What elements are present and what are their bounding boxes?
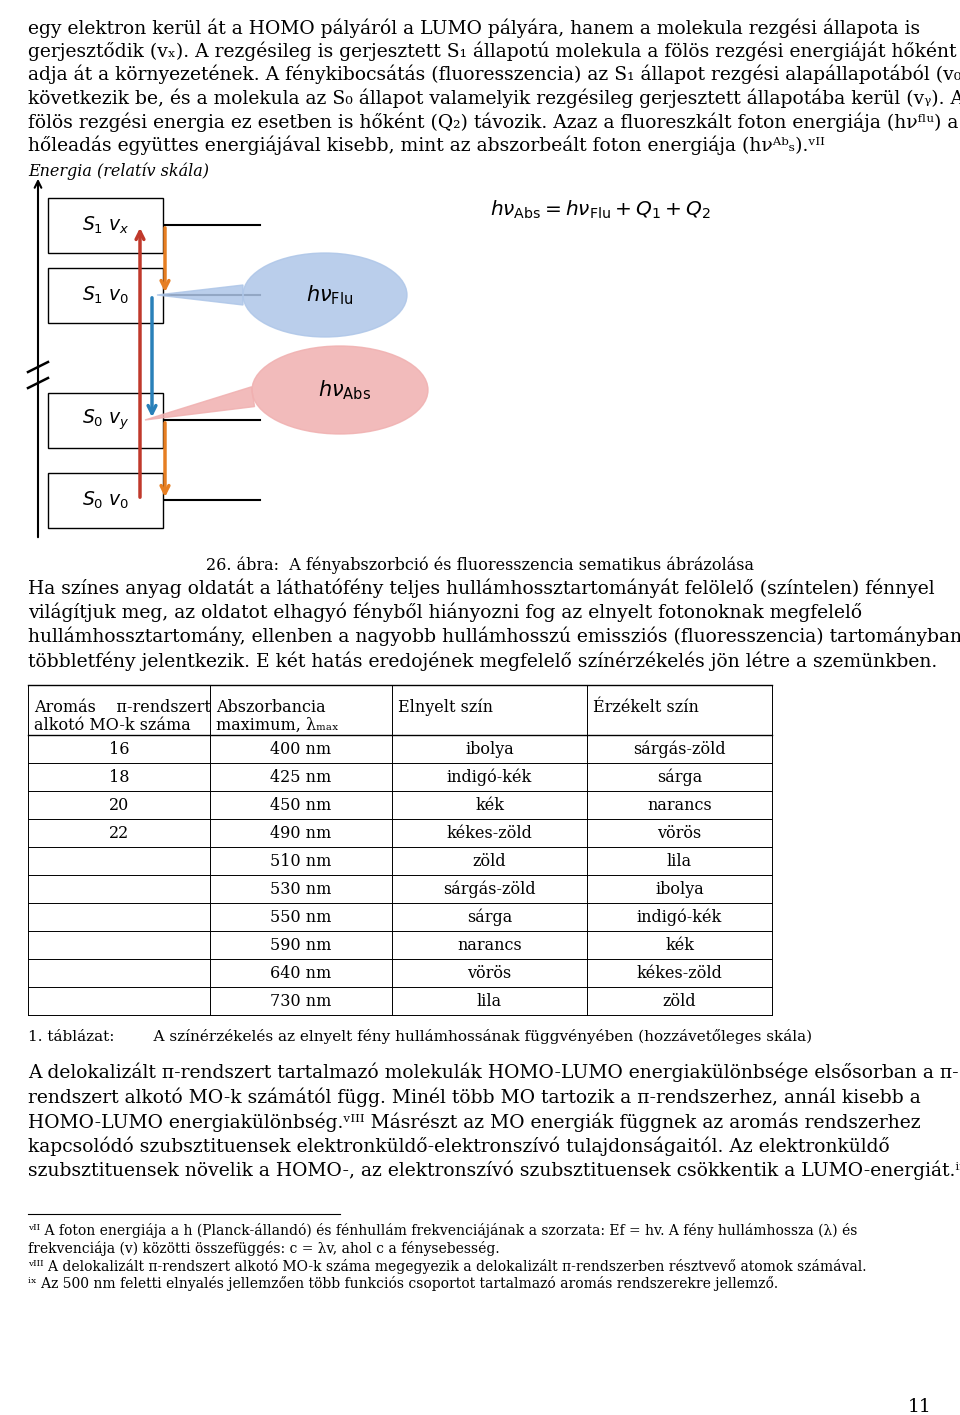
Text: következik be, és a molekula az S₀ állapot valamelyik rezgésileg gerjesztett áll: következik be, és a molekula az S₀ állap… xyxy=(28,89,960,108)
Text: adja át a környezetének. A fénykibocsátás (fluoresszencia) az S₁ állapot rezgési: adja át a környezetének. A fénykibocsátá… xyxy=(28,65,960,85)
Text: Aromás    π-rendszert: Aromás π-rendszert xyxy=(34,699,211,716)
Text: 450 nm: 450 nm xyxy=(271,797,331,814)
FancyBboxPatch shape xyxy=(48,473,163,528)
Text: vörös: vörös xyxy=(658,825,702,842)
Text: lila: lila xyxy=(667,852,692,869)
Text: ᵛᴵᴵᴵ A delokalizált π-rendszert alkotó MO-k száma megegyezik a delokalizált π-re: ᵛᴵᴵᴵ A delokalizált π-rendszert alkotó M… xyxy=(28,1258,867,1274)
Text: 590 nm: 590 nm xyxy=(271,937,332,954)
FancyBboxPatch shape xyxy=(48,392,163,447)
Bar xyxy=(28,685,772,1015)
Text: Energia (relatív skála): Energia (relatív skála) xyxy=(28,163,209,181)
FancyBboxPatch shape xyxy=(48,198,163,252)
Text: 11: 11 xyxy=(908,1398,932,1415)
FancyBboxPatch shape xyxy=(48,267,163,323)
Text: lila: lila xyxy=(477,992,502,1009)
Text: A delokalizált π-rendszert tartalmazó molekulák HOMO-LUMO energiakülönbsége első: A delokalizált π-rendszert tartalmazó mo… xyxy=(28,1063,959,1082)
Text: sárga: sárga xyxy=(657,768,702,785)
Text: HOMO-LUMO energiakülönbség.ᵛᴵᴵᴵ Másrészt az MO energiák függnek az aromás rendsz: HOMO-LUMO energiakülönbség.ᵛᴵᴵᴵ Másrészt… xyxy=(28,1112,921,1132)
Text: hőleadás együttes energiájával kisebb, mint az abszorbeált foton energiája (hνᴬᵇ: hőleadás együttes energiájával kisebb, m… xyxy=(28,136,825,156)
Text: kékes-zöld: kékes-zöld xyxy=(636,965,723,982)
Text: sárgás-zöld: sárgás-zöld xyxy=(444,880,536,897)
Text: fölös rezgési energia ez esetben is hőként (Q₂) távozik. Azaz a fluoreszkált fot: fölös rezgési energia ez esetben is hőké… xyxy=(28,112,960,132)
Text: 640 nm: 640 nm xyxy=(271,965,331,982)
Text: $h\nu_{\mathrm{Abs}}$: $h\nu_{\mathrm{Abs}}$ xyxy=(319,378,372,402)
Text: ⁱˣ Az 500 nm feletti elnyalés jellemzően több funkciós csoportot tartalmazó arom: ⁱˣ Az 500 nm feletti elnyalés jellemzően… xyxy=(28,1276,779,1290)
Text: sárgás-zöld: sárgás-zöld xyxy=(634,740,726,758)
Text: $S_0\ v_y$: $S_0\ v_y$ xyxy=(82,408,130,432)
Text: maximum, λₘₐₓ: maximum, λₘₐₓ xyxy=(216,717,339,734)
Text: Érzékelt szín: Érzékelt szín xyxy=(593,699,699,716)
Text: $S_1\ v_0$: $S_1\ v_0$ xyxy=(82,284,130,306)
Text: $S_0\ v_0$: $S_0\ v_0$ xyxy=(82,490,130,511)
Text: Elnyelt szín: Elnyelt szín xyxy=(398,699,493,716)
Text: rendszert alkotó MO-k számától függ. Minél több MO tartozik a π-rendszerhez, ann: rendszert alkotó MO-k számától függ. Min… xyxy=(28,1088,921,1107)
Ellipse shape xyxy=(243,253,407,337)
Text: ibolya: ibolya xyxy=(466,740,514,757)
Text: vörös: vörös xyxy=(468,965,512,982)
Text: 550 nm: 550 nm xyxy=(271,908,332,925)
Text: Ha színes anyag oldatát a láthatófény teljes hullámhossztartományát felölelő (sz: Ha színes anyag oldatát a láthatófény te… xyxy=(28,577,935,597)
Text: narancs: narancs xyxy=(647,797,712,814)
Text: 530 nm: 530 nm xyxy=(271,880,332,897)
Text: 22: 22 xyxy=(108,825,130,842)
Text: hullámhossztartomány, ellenben a nagyobb hullámhosszú emissziós (fluoresszencia): hullámhossztartomány, ellenben a nagyobb… xyxy=(28,627,960,647)
Text: szubsztituensek növelik a HOMO-, az elektronszívó szubsztituensek csökkentik a L: szubsztituensek növelik a HOMO-, az elek… xyxy=(28,1160,960,1180)
Text: $h\nu_{\mathrm{Flu}}$: $h\nu_{\mathrm{Flu}}$ xyxy=(306,283,353,307)
Text: kapcsolódó szubsztituensek elektronküldő-elektronszívó tulajdonságaitól. Az elek: kapcsolódó szubsztituensek elektronküldő… xyxy=(28,1136,890,1156)
Text: $h\nu_{\mathrm{Abs}} = h\nu_{\mathrm{Flu}} + Q_1 + Q_2$: $h\nu_{\mathrm{Abs}} = h\nu_{\mathrm{Flu… xyxy=(490,200,710,221)
Text: 18: 18 xyxy=(108,768,130,785)
Text: frekvenciája (v) közötti összefüggés: c = λv, ahol c a fénysebesség.: frekvenciája (v) közötti összefüggés: c … xyxy=(28,1241,499,1257)
Text: zöld: zöld xyxy=(472,852,506,869)
Text: 20: 20 xyxy=(108,797,130,814)
Text: 16: 16 xyxy=(108,740,130,757)
Text: Abszorbancia: Abszorbancia xyxy=(216,699,325,716)
Text: kék: kék xyxy=(665,937,694,954)
Text: $S_1\ v_x$: $S_1\ v_x$ xyxy=(82,214,130,236)
Text: zöld: zöld xyxy=(662,992,696,1009)
Text: narancs: narancs xyxy=(457,937,522,954)
Polygon shape xyxy=(157,284,243,306)
Text: alkotó MO-k száma: alkotó MO-k száma xyxy=(34,717,191,734)
Text: 400 nm: 400 nm xyxy=(271,740,331,757)
Text: sárga: sárga xyxy=(467,908,512,925)
Text: kék: kék xyxy=(475,797,504,814)
Text: ᵛᴵᴵ A foton energiája a h (Planck-állandó) és fénhullám frekvenciájának a szorza: ᵛᴵᴵ A foton energiája a h (Planck-álland… xyxy=(28,1224,857,1238)
Text: 730 nm: 730 nm xyxy=(271,992,332,1009)
Ellipse shape xyxy=(252,347,428,434)
Text: gerjesztődik (vₓ). A rezgésileg is gerjesztett S₁ állapotú molekula a fölös rezg: gerjesztődik (vₓ). A rezgésileg is gerje… xyxy=(28,41,960,61)
Text: világítjuk meg, az oldatot elhagyó fényből hiányozni fog az elnyelt fotonoknak m: világítjuk meg, az oldatot elhagyó fényb… xyxy=(28,603,862,623)
Polygon shape xyxy=(145,386,254,420)
Text: többletfény jelentkezik. E két hatás eredojének megfelelő színérzékelés jön létr: többletfény jelentkezik. E két hatás ere… xyxy=(28,651,937,671)
Text: 425 nm: 425 nm xyxy=(271,768,331,785)
Text: egy elektron kerül át a HOMO pályáról a LUMO pályára, hanem a molekula rezgési á: egy elektron kerül át a HOMO pályáról a … xyxy=(28,18,920,38)
Text: 26. ábra:  A fényabszorbció és fluoresszencia sematikus ábrázolása: 26. ábra: A fényabszorbció és fluoressze… xyxy=(206,558,754,574)
Text: indigó-kék: indigó-kék xyxy=(636,908,722,925)
Text: 1. táblázat:        A színérzékelés az elnyelt fény hullámhossának függvényében : 1. táblázat: A színérzékelés az elnyelt … xyxy=(28,1029,812,1044)
Text: 490 nm: 490 nm xyxy=(271,825,331,842)
Text: 510 nm: 510 nm xyxy=(271,852,332,869)
Text: kékes-zöld: kékes-zöld xyxy=(446,825,533,842)
Text: ibolya: ibolya xyxy=(655,880,704,897)
Text: indigó-kék: indigó-kék xyxy=(446,768,532,785)
